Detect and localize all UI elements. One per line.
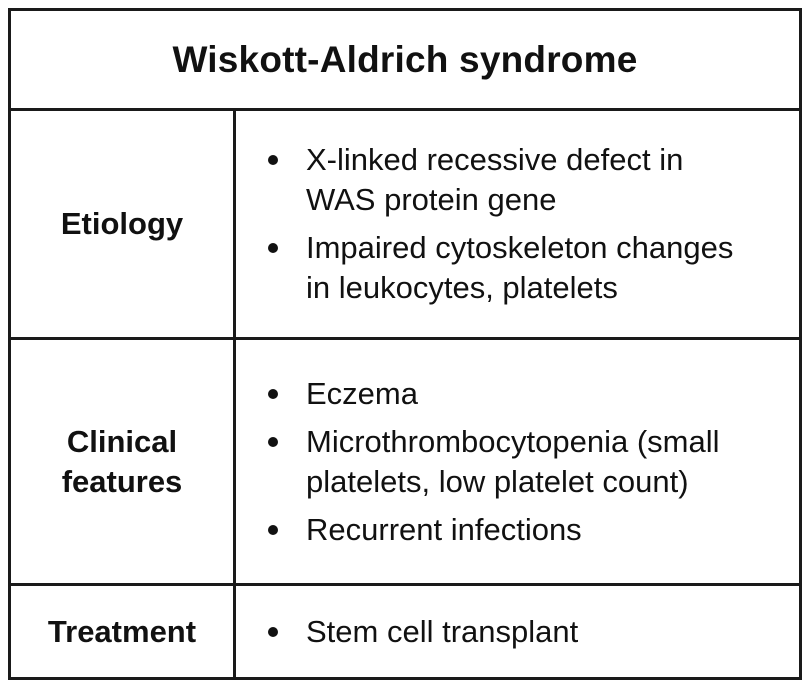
list-item: Eczema [268,374,719,414]
bullet-icon [268,388,278,399]
list-item-line: in leukocytes, platelets [306,270,618,305]
bullet-icon [268,155,278,165]
table-row-etiology: Etiology X-linked recessive defect in WA… [11,111,799,340]
row-label-etiology: Etiology [11,111,236,337]
bullet-icon [268,626,278,637]
syndrome-table: Wiskott-Aldrich syndrome Etiology X-link… [8,8,802,680]
row-label-treatment: Treatment [11,586,236,677]
row-label-line: features [61,463,183,499]
row-label-line: Clinical [66,423,178,459]
bullet-list: X-linked recessive defect in WAS protein… [236,140,733,308]
list-item-line: Recurrent infections [306,511,582,547]
bullet-icon [268,524,278,535]
table-row-clinical-features: Clinical features Eczema Microthrombocyt… [11,340,799,586]
list-item: Recurrent infections [268,510,719,550]
list-item-line: Stem cell transplant [306,613,579,649]
row-label-line: Treatment [47,613,197,649]
bullet-list: Eczema Microthrombocytopenia (small plat… [236,374,719,550]
list-item: X-linked recessive defect in WAS protein… [268,140,733,220]
list-item-line: Eczema [306,375,418,411]
list-item-line: Impaired cytoskeleton changes [306,230,734,265]
list-item-line: Microthrombocytopenia (small [306,423,720,459]
list-item: Stem cell transplant [268,612,578,652]
row-content-etiology: X-linked recessive defect in WAS protein… [236,111,799,337]
bullet-icon [268,243,278,253]
row-label-clinical-features: Clinical features [11,340,236,583]
table-row-treatment: Treatment Stem cell transplant [11,586,799,677]
bullet-list: Stem cell transplant [236,612,578,652]
row-content-treatment: Stem cell transplant [236,586,799,677]
table-title: Wiskott-Aldrich syndrome [11,11,799,111]
row-label-line: Etiology [60,206,184,241]
list-item-line: X-linked recessive defect in [306,142,684,177]
list-item-line: WAS protein gene [306,182,557,217]
row-content-clinical-features: Eczema Microthrombocytopenia (small plat… [236,340,799,583]
list-item: Impaired cytoskeleton changes in leukocy… [268,228,733,308]
bullet-icon [268,436,278,447]
list-item-line: platelets, low platelet count) [306,463,689,499]
list-item: Microthrombocytopenia (small platelets, … [268,422,719,502]
